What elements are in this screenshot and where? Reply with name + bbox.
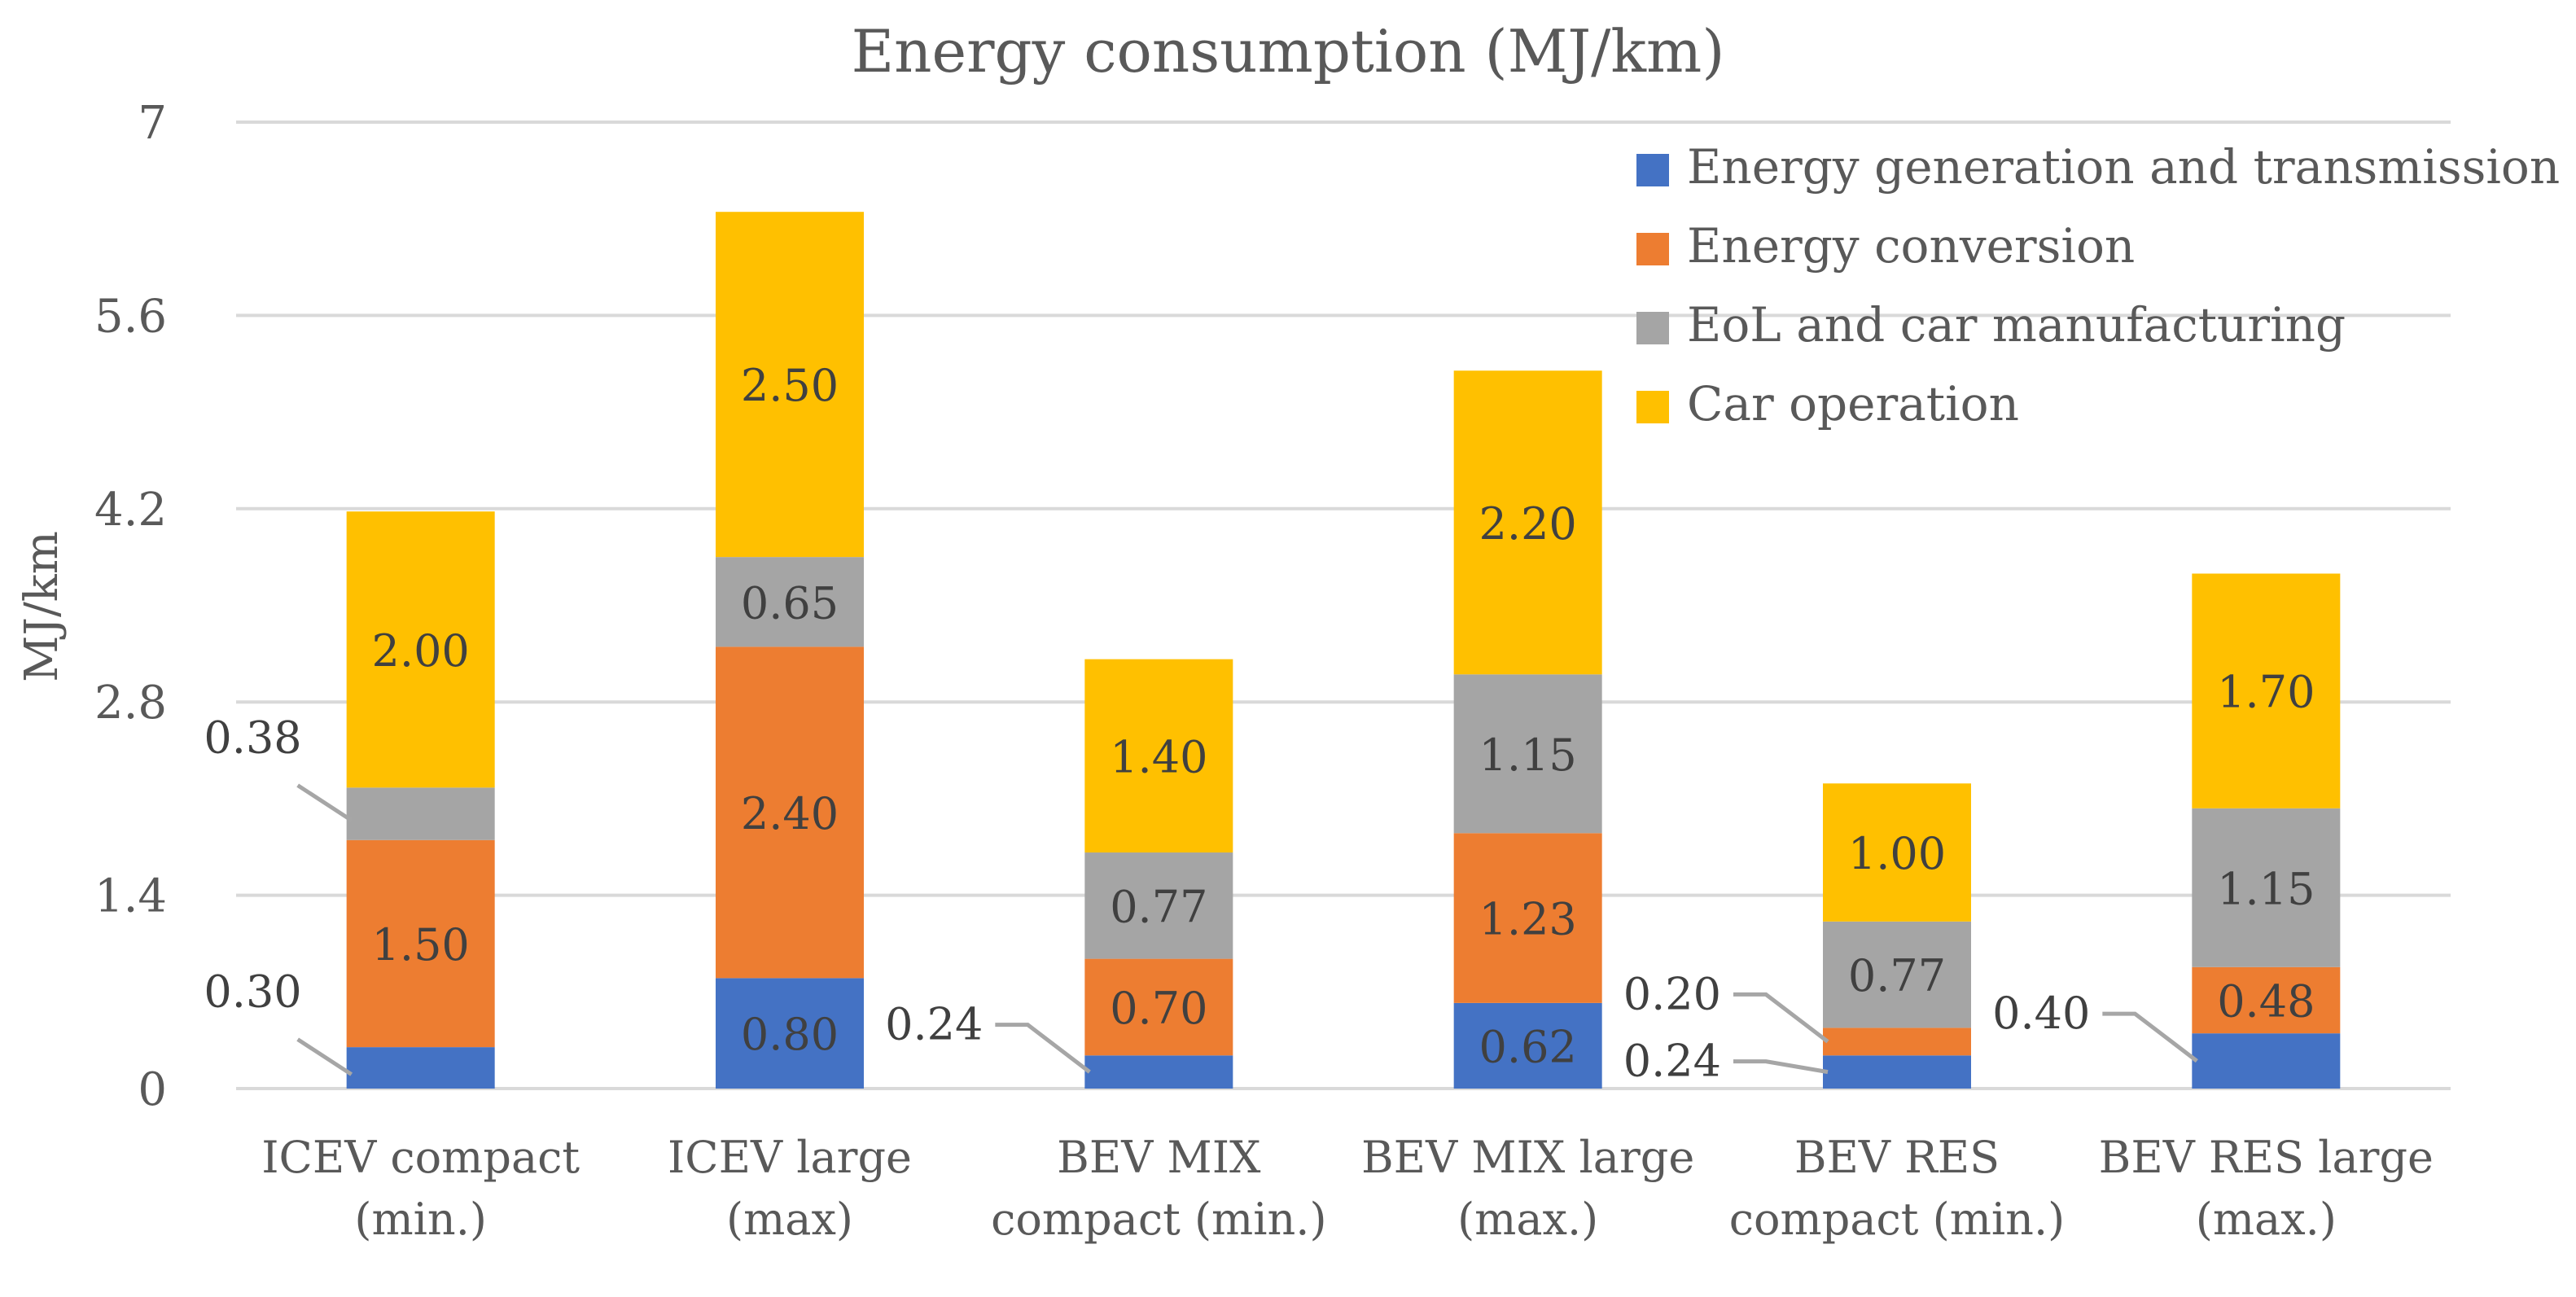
- data-label: 2.40: [741, 788, 839, 839]
- bar-segment: [2192, 573, 2341, 808]
- x-category-label: (max.): [2196, 1194, 2337, 1245]
- data-label: 2.50: [741, 360, 839, 411]
- data-label: 1.50: [372, 919, 470, 971]
- x-category-label: BEV MIX: [1057, 1132, 1261, 1183]
- x-category-label: (max): [726, 1194, 853, 1245]
- y-tick-label: 2.8: [94, 677, 167, 730]
- grid-layer: 0 1.4 2.8 4.2 5.6 7: [94, 97, 2451, 1116]
- legend-entry-label: Energy generation and transmission: [1687, 139, 2560, 195]
- bar-segment: [2192, 1033, 2341, 1089]
- data-label: 0.24: [885, 999, 983, 1050]
- data-label: 1.70: [2217, 667, 2315, 718]
- bar-segment: [1084, 852, 1233, 959]
- legend-entry-label: Energy conversion: [1687, 218, 2135, 274]
- data-label: 1.15: [1479, 730, 1577, 781]
- bar-segment: [716, 557, 864, 647]
- bar-segment: [346, 1047, 495, 1089]
- data-label: 0.40: [1992, 988, 2090, 1039]
- data-label: 1.00: [1848, 828, 1946, 879]
- y-axis-title: MJ/km: [15, 531, 68, 682]
- y-tick-label: 5.6: [94, 290, 167, 343]
- bar-segment: [1823, 783, 1971, 922]
- bar-segment: [1084, 958, 1233, 1056]
- y-tick-label: 7: [138, 97, 167, 150]
- bar-segment: [1823, 921, 1971, 1028]
- data-label-leader: [1733, 992, 1829, 1044]
- data-label: 0.77: [1110, 881, 1207, 932]
- bar-segment: [1823, 1028, 1971, 1056]
- data-label-leader: [995, 1023, 1091, 1074]
- data-label: 2.20: [1479, 498, 1577, 550]
- bars-layer: [346, 212, 2341, 1089]
- bar-segment: [716, 212, 864, 558]
- data-label: 0.80: [741, 1009, 839, 1060]
- legend-entry-label: EoL and car manufacturing: [1687, 297, 2346, 353]
- y-tick-label: 4.2: [94, 484, 167, 537]
- bar-segment: [2192, 966, 2341, 1034]
- data-label-leader: [1733, 1059, 1829, 1075]
- x-category-label: (max.): [1457, 1194, 1598, 1245]
- data-label-leader: [296, 1037, 353, 1076]
- legend-swatch: [1636, 233, 1669, 265]
- y-tick-label: 0: [138, 1063, 167, 1116]
- bar-segment: [1453, 674, 1602, 834]
- data-label: 0.65: [741, 577, 839, 629]
- bar-segment: [346, 787, 495, 840]
- legend-swatch: [1636, 154, 1669, 186]
- bar-segment: [1084, 659, 1233, 853]
- data-label: 0.24: [1623, 1036, 1721, 1087]
- data-label: 0.38: [204, 712, 301, 764]
- bar-segment: [346, 511, 495, 788]
- bar-segment: [2192, 808, 2341, 967]
- data-label: 0.30: [204, 966, 301, 1018]
- data-label: 0.20: [1623, 968, 1721, 1019]
- x-category-label: BEV RES: [1794, 1132, 2000, 1183]
- legend-entry-label: Car operation: [1687, 376, 2019, 432]
- bar-segment: [346, 839, 495, 1048]
- data-label-leader: [2102, 1011, 2198, 1063]
- data-label-leader: [296, 783, 353, 822]
- data-label: 0.70: [1110, 983, 1207, 1034]
- data-label: 0.77: [1848, 950, 1946, 1001]
- x-category-label: compact (min.): [1729, 1194, 2065, 1245]
- x-axis-categories: ICEV compact (min.) ICEV large (max) BEV MIX…: [261, 1132, 2434, 1245]
- legend-swatch: [1636, 312, 1669, 344]
- x-category-label: BEV RES large: [2099, 1132, 2434, 1183]
- data-labels-layer: 0.30 0.38 1.50 2.00 0.80 2.40 0.65 2.50 0.24 0.70…: [204, 360, 2315, 1086]
- data-label: 0.62: [1479, 1021, 1577, 1072]
- legend: Energy generation and transmission Energy…: [1636, 139, 2560, 432]
- x-category-label: BEV MIX large: [1361, 1132, 1694, 1183]
- bar-segment: [1453, 370, 1602, 675]
- data-label: 1.40: [1110, 731, 1207, 782]
- chart-title: Energy consumption (MJ/km): [852, 17, 1725, 85]
- x-category-label: ICEV compact: [261, 1132, 580, 1183]
- data-label: 2.00: [372, 625, 470, 677]
- bar-segment: [1084, 1055, 1233, 1089]
- data-label: 1.15: [2217, 863, 2315, 914]
- x-category-label: compact (min.): [991, 1194, 1326, 1245]
- bar-segment: [716, 978, 864, 1089]
- bar-segment: [716, 646, 864, 979]
- x-category-label: (min.): [354, 1194, 487, 1245]
- data-label: 0.48: [2217, 975, 2315, 1027]
- bar-segment: [1823, 1055, 1971, 1089]
- bar-segment: [1453, 833, 1602, 1003]
- bar-segment: [1453, 1002, 1602, 1089]
- y-tick-label: 1.4: [94, 870, 167, 923]
- legend-swatch: [1636, 391, 1669, 423]
- data-label: 1.23: [1479, 894, 1577, 945]
- x-category-label: ICEV large: [668, 1132, 912, 1183]
